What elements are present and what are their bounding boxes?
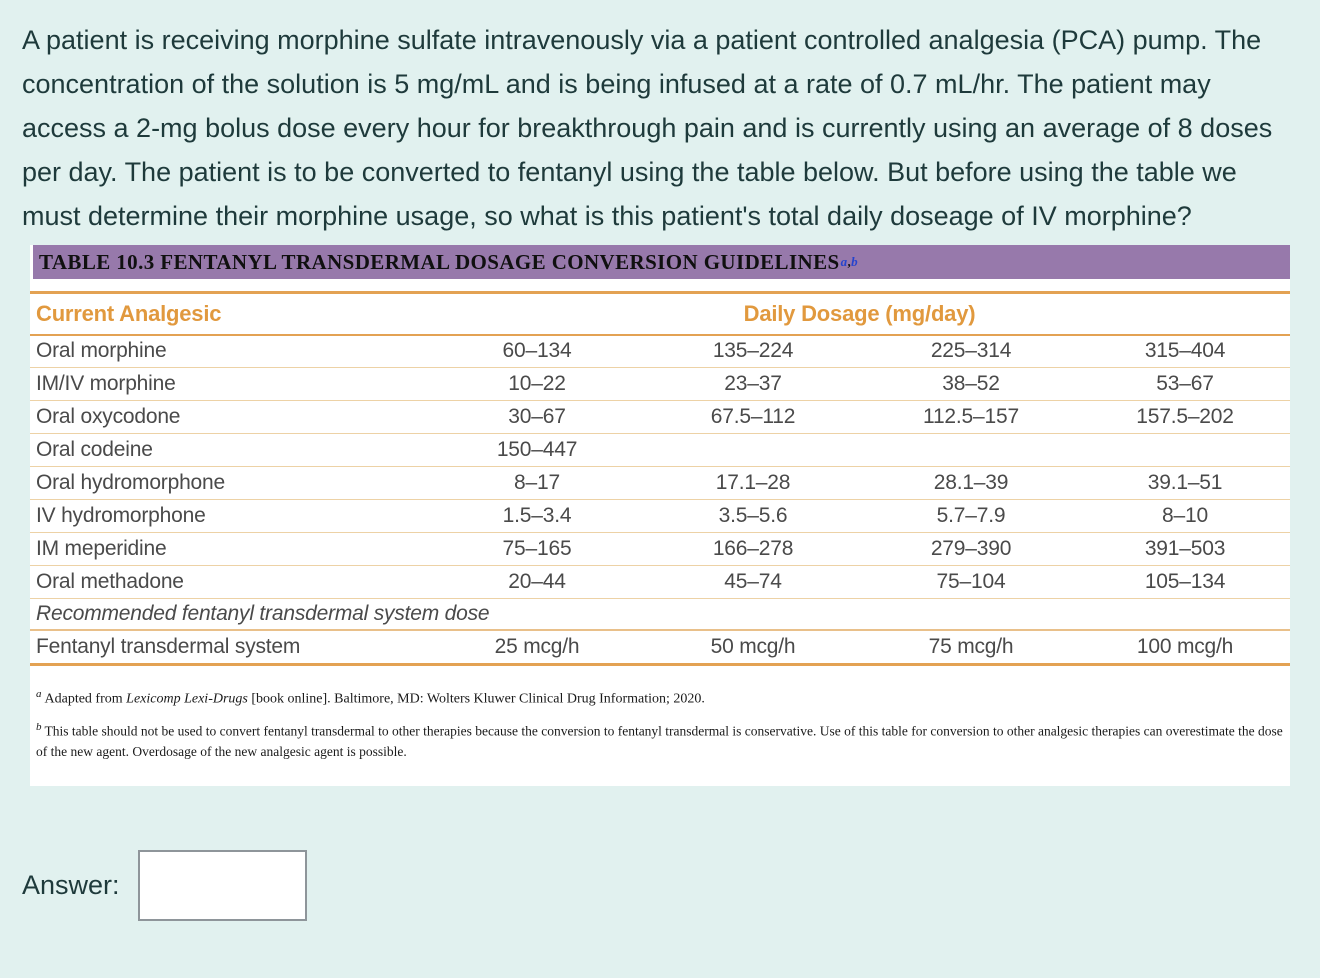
cell-value: 135–224 bbox=[712, 339, 794, 363]
section-row-label: Recommended fentanyl transdermal system … bbox=[36, 601, 490, 625]
cell-value: 75–104 bbox=[936, 570, 1006, 593]
row-label: IV hydromorphone bbox=[36, 504, 206, 527]
cell-value: 1.5–3.4 bbox=[502, 504, 572, 527]
table-row: Oral methadone 20–44 45–74 75–104 105–13… bbox=[30, 566, 1291, 599]
answer-input[interactable] bbox=[137, 850, 307, 922]
table-footnotes: a Adapted from Lexicomp Lexi-Drugs [book … bbox=[30, 666, 1290, 762]
row-label: IM meperidine bbox=[36, 537, 167, 560]
table-section-row: Recommended fentanyl transdermal system … bbox=[30, 599, 1291, 630]
cell-value: 23–37 bbox=[724, 372, 782, 395]
table-row: IM meperidine 75–165 166–278 279–390 391… bbox=[30, 533, 1291, 566]
cell-value bbox=[862, 434, 1080, 467]
cell-value bbox=[1080, 434, 1290, 467]
cell-value: 150–447 bbox=[496, 438, 578, 461]
cell-value: 279–390 bbox=[930, 537, 1012, 560]
row-label: IM/IV morphine bbox=[36, 372, 176, 395]
row-label: Oral hydromorphone bbox=[36, 471, 225, 494]
cell-value bbox=[644, 434, 862, 467]
cell-value: 25 mcg/h bbox=[494, 634, 580, 658]
footnote-a-text: Adapted from bbox=[44, 691, 127, 707]
answer-label: Answer: bbox=[22, 870, 120, 901]
cell-value: 315–404 bbox=[1144, 339, 1226, 363]
row-label: Oral morphine bbox=[36, 339, 167, 363]
superscript-separator: , bbox=[847, 254, 852, 269]
cell-value: 157.5–202 bbox=[1136, 405, 1234, 428]
cell-value: 166–278 bbox=[712, 537, 794, 560]
table-header-row: Current Analgesic Daily Dosage (mg/day) bbox=[30, 292, 1291, 335]
cell-value: 75–165 bbox=[502, 537, 572, 560]
cell-value: 100 mcg/h bbox=[1136, 634, 1234, 658]
cell-value: 112.5–157 bbox=[923, 405, 1019, 428]
table-row: IM/IV morphine 10–22 23–37 38–52 53–67 bbox=[30, 368, 1291, 401]
cell-value: 67.5–112 bbox=[710, 405, 796, 428]
footnote-a: a Adapted from Lexicomp Lexi-Drugs [book … bbox=[36, 684, 1284, 710]
cell-value: 60–134 bbox=[502, 339, 572, 363]
column-header-daily-dosage: Daily Dosage (mg/day) bbox=[743, 300, 976, 326]
footnote-a-text-2: [book online]. Baltimore, MD: Wolters Kl… bbox=[247, 691, 705, 707]
table-title: TABLE 10.3 FENTANYL TRANSDERMAL DOSAGE C… bbox=[39, 249, 840, 274]
row-label: Oral methadone bbox=[36, 570, 184, 593]
table-row: Oral morphine 60–134 135–224 225–314 315… bbox=[30, 335, 1291, 368]
dosage-conversion-table: Current Analgesic Daily Dosage (mg/day) … bbox=[30, 291, 1291, 666]
table-row-fentanyl: Fentanyl transdermal system 25 mcg/h 50 … bbox=[30, 630, 1291, 665]
cell-value: 50 mcg/h bbox=[710, 634, 796, 658]
cell-value: 28.1–39 bbox=[933, 471, 1009, 494]
table-row: Oral hydromorphone 8–17 17.1–28 28.1–39 … bbox=[30, 467, 1291, 500]
row-label: Oral oxycodone bbox=[36, 405, 181, 428]
cell-value: 30–67 bbox=[508, 405, 566, 428]
cell-value: 20–44 bbox=[508, 570, 566, 593]
footnote-ref-a: a bbox=[840, 254, 848, 269]
cell-value: 8–10 bbox=[1162, 504, 1208, 527]
cell-value: 17.1–28 bbox=[715, 471, 791, 494]
cell-value: 39.1–51 bbox=[1147, 471, 1223, 494]
cell-value: 53–67 bbox=[1156, 372, 1214, 395]
cell-value: 38–52 bbox=[942, 372, 1000, 395]
answer-section: Answer: bbox=[22, 850, 1320, 922]
footnote-b: b This table should not be used to conver… bbox=[36, 717, 1284, 763]
row-label: Fentanyl transdermal system bbox=[36, 634, 301, 658]
footnote-b-text: This table should not be used to convert… bbox=[36, 723, 1283, 760]
question-text: A patient is receiving morphine sulfate … bbox=[22, 25, 1273, 231]
cell-value: 391–503 bbox=[1144, 537, 1226, 560]
conversion-table-card: TABLE 10.3 FENTANYL TRANSDERMAL DOSAGE C… bbox=[30, 245, 1291, 787]
table-title-bar: TABLE 10.3 FENTANYL TRANSDERMAL DOSAGE C… bbox=[33, 245, 1290, 279]
cell-value: 225–314 bbox=[930, 339, 1012, 363]
cell-value: 3.5–5.6 bbox=[718, 504, 788, 527]
cell-value: 75 mcg/h bbox=[928, 634, 1014, 658]
cell-value: 10–22 bbox=[508, 372, 566, 395]
footnote-ref-b: b bbox=[851, 254, 859, 269]
footnote-a-citation: Lexicomp Lexi-Drugs bbox=[126, 691, 248, 707]
cell-value: 8–17 bbox=[514, 471, 560, 494]
footnote-a-marker: a bbox=[36, 688, 42, 700]
table-row: Oral codeine 150–447 bbox=[30, 434, 1291, 467]
table-row: Oral oxycodone 30–67 67.5–112 112.5–157 … bbox=[30, 401, 1291, 434]
column-header-current-analgesic: Current Analgesic bbox=[36, 300, 222, 326]
footnote-b-marker: b bbox=[36, 720, 42, 733]
cell-value: 5.7–7.9 bbox=[936, 504, 1006, 527]
row-label: Oral codeine bbox=[36, 438, 153, 461]
cell-value: 105–134 bbox=[1144, 570, 1226, 593]
table-row: IV hydromorphone 1.5–3.4 3.5–5.6 5.7–7.9… bbox=[30, 500, 1291, 533]
cell-value: 45–74 bbox=[724, 570, 782, 593]
